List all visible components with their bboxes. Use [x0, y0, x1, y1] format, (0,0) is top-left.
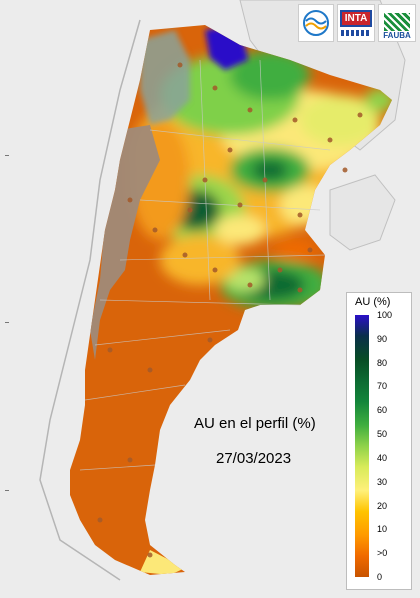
- legend-tick-mark: [369, 577, 373, 578]
- legend: AU (%) 100 90 80 70 60 50 40 30 20 10 >0 0: [346, 292, 412, 590]
- legend-tick-mark: [369, 529, 373, 531]
- legend-tick-label: 30: [377, 476, 388, 487]
- inta-stripe: [341, 30, 371, 36]
- legend-tick-mark: [369, 315, 373, 316]
- fauba-logo-text: FAUBA: [383, 31, 411, 40]
- legend-tick-mark: [369, 553, 373, 555]
- legend-tick-mark: [369, 434, 373, 436]
- legend-tick-label: 60: [377, 405, 388, 416]
- chile-coast-outline: [39, 19, 141, 581]
- legend-title: AU (%): [355, 296, 391, 308]
- legend-tick-label: 10: [377, 524, 388, 535]
- legend-tick-label: >0: [377, 548, 388, 559]
- legend-tick-label: 20: [377, 500, 388, 511]
- wave-logo: [298, 4, 334, 42]
- logo-strip: INTA FAUBA: [298, 4, 416, 42]
- legend-tick-mark: [369, 338, 373, 340]
- station-points: [97, 62, 363, 558]
- map-title: AU en el perfil (%): [194, 415, 316, 432]
- inta-logo-text: INTA: [339, 10, 373, 27]
- fauba-logo: FAUBA: [378, 4, 416, 42]
- fauba-emblem-icon: [384, 13, 410, 31]
- legend-tick-label: 70: [377, 381, 388, 392]
- legend-tick-label: 80: [377, 357, 388, 368]
- legend-tick-label: 40: [377, 452, 388, 463]
- inta-logo: INTA: [337, 4, 375, 42]
- legend-tick-mark: [369, 410, 373, 412]
- legend-tick-mark: [369, 481, 373, 483]
- uruguay-outline: [329, 174, 396, 251]
- map-date: 27/03/2023: [216, 450, 292, 467]
- legend-tick-label: 50: [377, 429, 388, 440]
- legend-tick-mark: [369, 386, 373, 388]
- legend-tick-label: 0: [377, 572, 383, 582]
- legend-tick-label: 100: [377, 310, 393, 320]
- legend-color-bar: [355, 315, 369, 577]
- legend-tick-label: 90: [377, 333, 388, 344]
- legend-tick-mark: [369, 457, 373, 459]
- legend-tick-mark: [369, 505, 373, 507]
- wave-icon: [303, 10, 329, 36]
- legend-tick-mark: [369, 362, 373, 364]
